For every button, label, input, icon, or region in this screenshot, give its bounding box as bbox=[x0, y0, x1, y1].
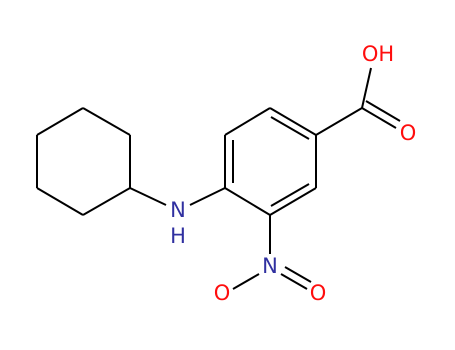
atom-label: N bbox=[262, 254, 278, 278]
atom-label: N bbox=[170, 198, 186, 222]
atom-label: O bbox=[310, 281, 327, 305]
atom-label: O bbox=[214, 281, 231, 305]
atom-label: O bbox=[400, 121, 417, 145]
atom-label: OH bbox=[362, 42, 394, 66]
bonds bbox=[36, 67, 401, 290]
atom-label: H bbox=[170, 224, 186, 248]
